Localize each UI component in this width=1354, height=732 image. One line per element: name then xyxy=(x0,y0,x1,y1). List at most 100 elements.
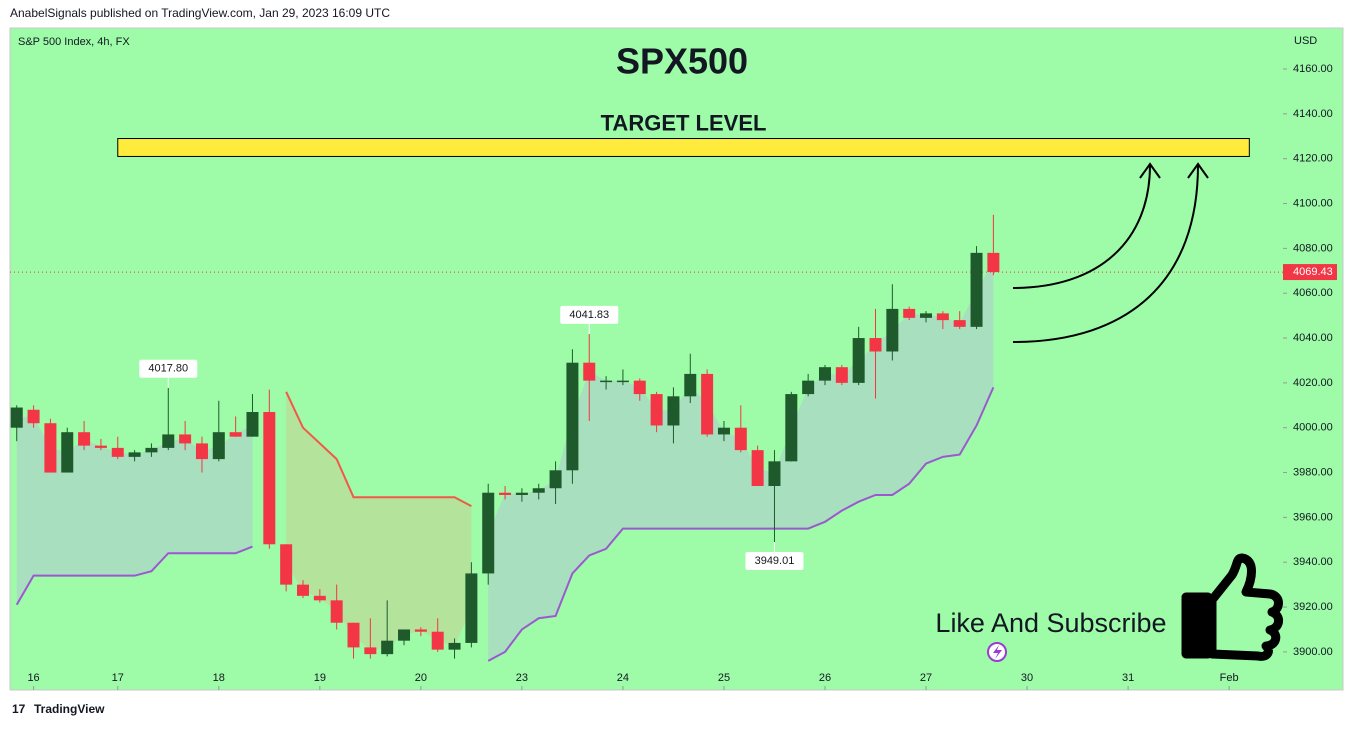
candle-body xyxy=(583,362,596,381)
candle-body xyxy=(566,362,579,471)
x-tick-label: Feb xyxy=(1220,672,1239,684)
candle-body xyxy=(936,313,949,321)
x-tick-label: 24 xyxy=(617,672,629,684)
candle-body xyxy=(751,450,764,486)
candle-body xyxy=(818,367,831,381)
target-zone xyxy=(117,138,1250,157)
candle-body xyxy=(667,396,680,426)
candle-body xyxy=(280,544,293,585)
candle-body xyxy=(94,445,107,448)
x-tick-label: 30 xyxy=(1021,672,1033,684)
y-tick-label: 3900.00 xyxy=(1293,646,1333,658)
candle-body xyxy=(179,434,192,444)
candle-body xyxy=(869,338,882,352)
annotation-box xyxy=(560,305,619,324)
candle-body xyxy=(734,427,747,451)
y-tick-label: 3940.00 xyxy=(1293,556,1333,568)
y-tick-label: 4040.00 xyxy=(1293,332,1333,344)
candle-body xyxy=(398,629,411,641)
candle-body xyxy=(61,432,74,473)
candle-body xyxy=(347,622,360,648)
x-tick-label: 20 xyxy=(415,672,427,684)
candle-body xyxy=(162,434,175,448)
candle-body xyxy=(499,492,512,495)
candle-body xyxy=(684,373,697,397)
x-tick-label: 31 xyxy=(1122,672,1134,684)
candle-body xyxy=(364,647,377,655)
arrow-head xyxy=(1187,162,1209,179)
y-tick-label: 3960.00 xyxy=(1293,511,1333,523)
candle-body xyxy=(145,447,158,453)
current-price-label: 4069.43 xyxy=(1293,266,1333,278)
candle-body xyxy=(701,373,714,435)
candle-body xyxy=(970,252,983,327)
candle-body xyxy=(785,394,798,462)
candle-body xyxy=(616,380,629,383)
trend-line xyxy=(285,391,472,508)
x-tick-label: 23 xyxy=(516,672,528,684)
x-tick-label: 17 xyxy=(112,672,124,684)
candle-body xyxy=(852,338,865,383)
candle-body xyxy=(212,432,225,460)
candle-body xyxy=(381,640,394,655)
y-tick-label: 4000.00 xyxy=(1293,422,1333,434)
candle-body xyxy=(414,629,427,632)
candle-body xyxy=(313,595,326,601)
y-tick-label: 4060.00 xyxy=(1293,287,1333,299)
target-label: TARGET LEVEL xyxy=(601,110,767,135)
annotation-label: 4017.80 xyxy=(148,363,188,375)
y-tick-label: 4020.00 xyxy=(1293,377,1333,389)
x-tick-label: 18 xyxy=(213,672,225,684)
candle-body xyxy=(633,380,646,395)
annotation-box xyxy=(139,359,198,378)
thumbs-up-icon xyxy=(1181,553,1283,661)
call-to-action: Like And Subscribe xyxy=(935,608,1166,638)
x-tick-label: 27 xyxy=(920,672,932,684)
subtitle: S&P 500 Index, 4h, FX xyxy=(18,36,130,48)
footer-logo: 17 xyxy=(12,702,26,716)
candle-body xyxy=(330,600,343,623)
trend-line xyxy=(15,545,253,606)
current-price-box xyxy=(1283,264,1337,281)
y-axis-label: USD xyxy=(1294,35,1317,47)
candle-body xyxy=(296,584,309,596)
y-tick-label: 4100.00 xyxy=(1293,197,1333,209)
candle-body xyxy=(431,631,444,650)
arrow-head xyxy=(1139,162,1161,179)
candle-body xyxy=(953,320,966,327)
data-layer: 3900.00 3920.00 3940.00 3960.00 3980.00 4000.… xyxy=(10,63,1337,690)
candle-body xyxy=(903,308,916,318)
arrow xyxy=(1012,164,1151,289)
candle-body xyxy=(263,412,276,545)
y-tick-label: 3920.00 xyxy=(1293,601,1333,613)
candle-body xyxy=(600,380,613,383)
y-tick-label: 4140.00 xyxy=(1293,108,1333,120)
x-tick-label: 26 xyxy=(819,672,831,684)
annotation-label: 3949.01 xyxy=(755,555,795,567)
trend-fill xyxy=(16,416,253,605)
candle-body xyxy=(246,412,259,437)
y-tick-label: 4120.00 xyxy=(1293,153,1333,165)
chart-title: SPX500 xyxy=(616,41,748,82)
candle-body xyxy=(886,308,899,352)
y-tick-label: 4160.00 xyxy=(1293,63,1333,75)
candle-body xyxy=(920,313,933,318)
arrows xyxy=(1012,162,1209,343)
candle-body xyxy=(549,470,562,489)
candle-body xyxy=(128,452,141,457)
candle-body xyxy=(835,367,848,383)
x-tick-label: 16 xyxy=(27,672,39,684)
candle-body xyxy=(482,492,495,574)
publisher: AnabelSignals published on TradingView.c… xyxy=(10,6,390,20)
thumb-cuff xyxy=(1181,592,1213,659)
y-tick-label: 3980.00 xyxy=(1293,466,1333,478)
candle-body xyxy=(111,447,124,457)
candle-body xyxy=(27,409,40,424)
candle-body xyxy=(229,432,242,437)
candle-body xyxy=(717,427,730,435)
arrow xyxy=(1012,164,1199,343)
candle-body xyxy=(78,432,91,446)
thumb-hand xyxy=(1207,553,1283,661)
candle-body xyxy=(465,573,478,643)
